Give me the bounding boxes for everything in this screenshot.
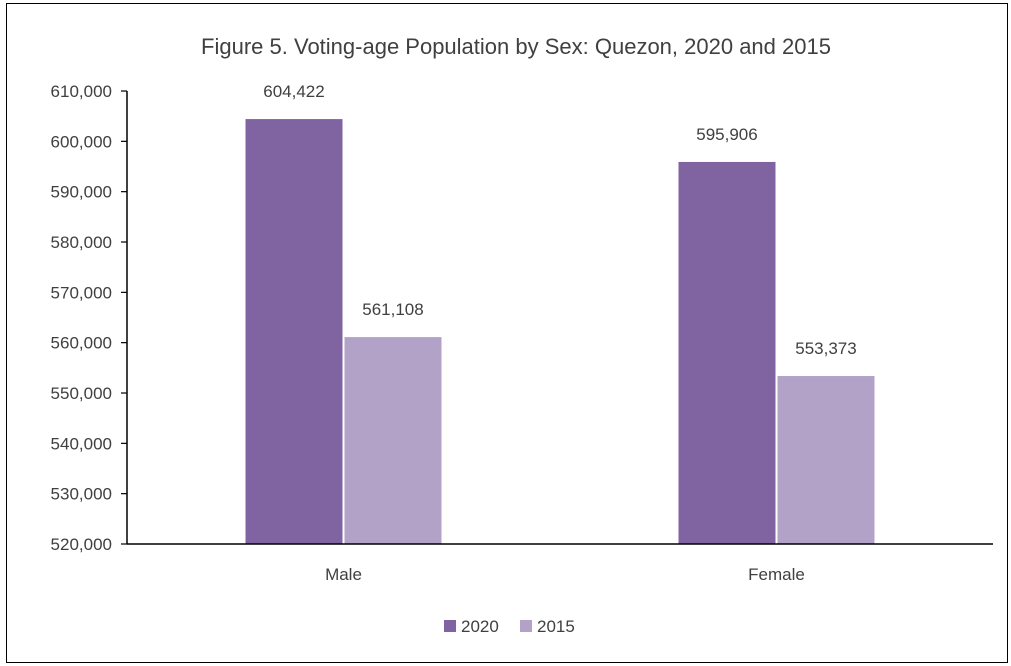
data-labels: 604,422 561,108 595,906 553,373 — [263, 82, 856, 358]
data-label-2020-male: 604,422 — [263, 82, 324, 101]
legend: 2020 2015 — [444, 617, 575, 636]
data-label-2015-female: 553,373 — [795, 339, 856, 358]
y-tick-label: 580,000 — [51, 233, 112, 252]
y-tick-label: 530,000 — [51, 485, 112, 504]
y-tick-label: 520,000 — [51, 535, 112, 554]
y-tick-label: 550,000 — [51, 384, 112, 403]
y-tick-label: 610,000 — [51, 82, 112, 101]
y-tick-label: 600,000 — [51, 132, 112, 151]
chart-frame — [6, 3, 1008, 663]
y-axis: 520,000 530,000 540,000 550,000 560,000 570,0… — [51, 82, 128, 554]
legend-label-2020: 2020 — [461, 617, 499, 636]
data-label-2015-male: 561,108 — [362, 300, 423, 319]
chart-title: Figure 5. Voting-age Population by Sex: … — [201, 34, 831, 59]
x-axis: Male Female — [127, 543, 993, 584]
y-tick-label: 590,000 — [51, 183, 112, 202]
x-tick-label: Female — [748, 565, 805, 584]
bars — [245, 119, 875, 545]
y-tick-label: 540,000 — [51, 434, 112, 453]
bar-2015-male — [344, 337, 442, 544]
bar-2020-female — [678, 161, 776, 544]
bar-2020-male — [245, 119, 343, 545]
legend-swatch-2020 — [444, 620, 456, 632]
y-tick-label: 570,000 — [51, 283, 112, 302]
x-tick-label: Male — [325, 565, 362, 584]
legend-label-2015: 2015 — [537, 617, 575, 636]
bar-2015-female — [777, 376, 875, 544]
data-label-2020-female: 595,906 — [696, 125, 757, 144]
y-tick-label: 560,000 — [51, 334, 112, 353]
legend-swatch-2015 — [520, 620, 532, 632]
